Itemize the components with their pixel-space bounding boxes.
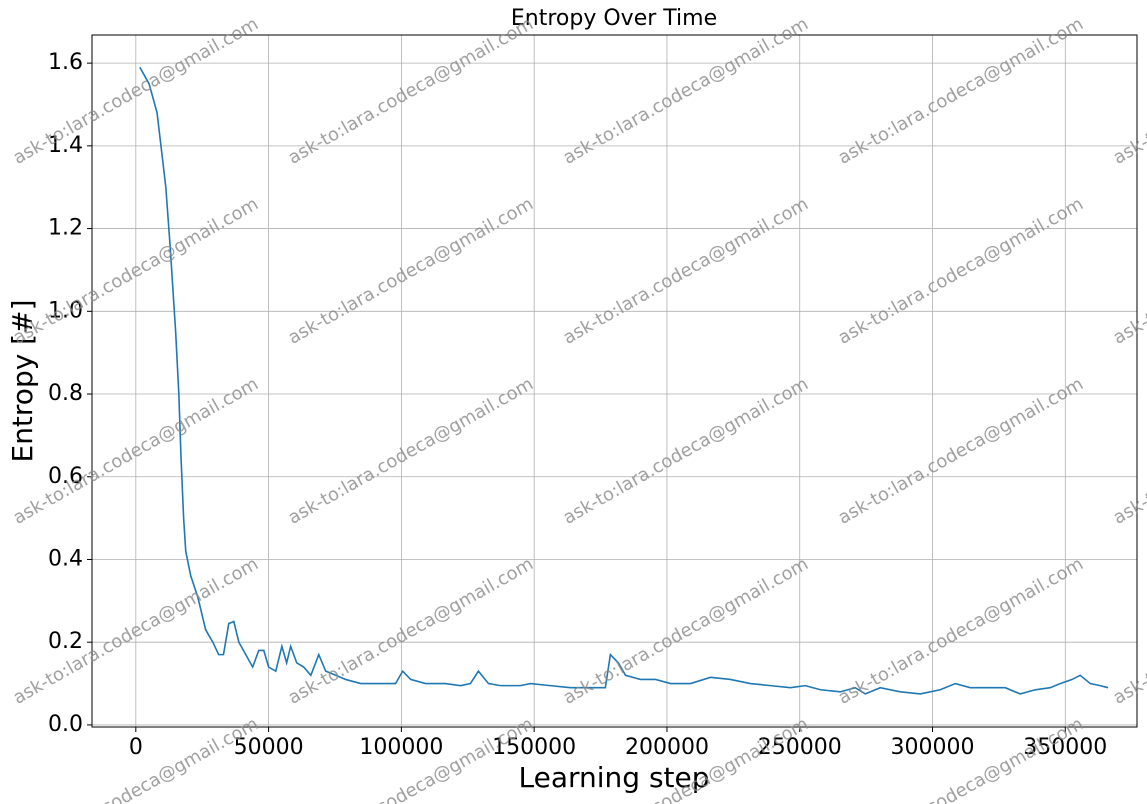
x-tick-label: 200000	[625, 735, 709, 760]
watermark: ask-to:lara.codeca@gmail.com	[285, 373, 537, 528]
watermark: ask-to:lara.codeca@gmail.com	[1110, 373, 1147, 528]
x-axis-label: Learning step	[518, 761, 709, 794]
watermark: ask-to:lara.codeca@gmail.com	[560, 373, 812, 528]
x-tick-label: 250000	[758, 735, 842, 760]
watermark: ask-to:lara.codeca@gmail.com	[1110, 13, 1147, 168]
y-axis-label: Entropy [#]	[6, 300, 39, 463]
y-tick-label: 0.4	[48, 546, 83, 571]
y-tick-label: 0.2	[48, 629, 83, 654]
x-tick-label: 100000	[359, 735, 443, 760]
plot-frame	[91, 34, 1138, 728]
watermark: ask-to:lara.codeca@gmail.com	[835, 193, 1087, 348]
y-tick-label: 0.6	[48, 464, 83, 489]
watermark: ask-to:lara.codeca@gmail.com	[1110, 193, 1147, 348]
watermark: ask-to:lara.codeca@gmail.com	[835, 373, 1087, 528]
y-tick-label: 0.0	[48, 712, 83, 737]
watermark: ask-to:lara.codeca@gmail.com	[835, 13, 1087, 168]
y-tick-label: 1.0	[48, 298, 83, 323]
x-tick-label: 50000	[234, 735, 304, 760]
y-tick-label: 1.4	[48, 133, 83, 158]
x-tick-label: 150000	[492, 735, 576, 760]
watermark: ask-to:lara.codeca@gmail.com	[285, 193, 537, 348]
y-tick-label: 1.6	[48, 50, 83, 75]
watermark: ask-to:lara.codeca@gmail.com	[560, 13, 812, 168]
y-tick-label: 0.8	[48, 381, 83, 406]
watermark: ask-to:lara.codeca@gmail.com	[560, 193, 812, 348]
watermark: ask-to:lara.codeca@gmail.com	[285, 13, 537, 168]
x-tick-label: 350000	[1023, 735, 1107, 760]
data-line	[139, 66, 1109, 695]
y-tick-label: 1.2	[48, 216, 83, 241]
chart-title: Entropy Over Time	[511, 6, 717, 31]
x-tick-label: 0	[129, 735, 143, 760]
x-tick-label: 300000	[891, 735, 975, 760]
watermark: ask-to:lara.codeca@gmail.com	[1110, 553, 1147, 708]
